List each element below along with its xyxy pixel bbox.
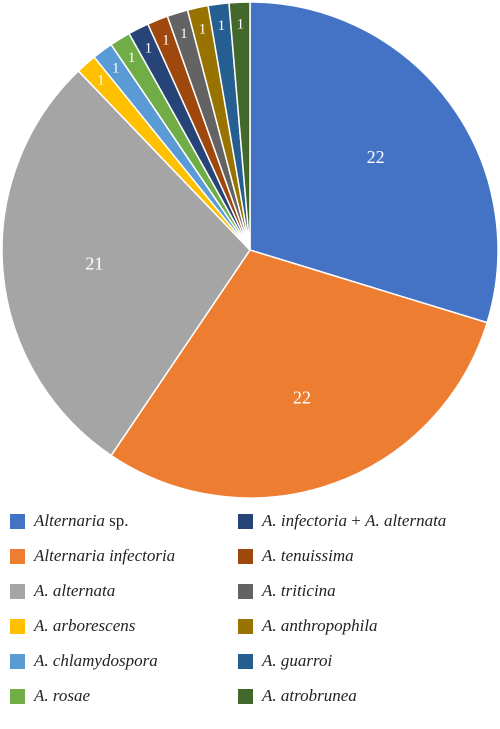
legend-item-6: A. infectoria + A. alternata [238, 508, 446, 534]
legend-item-0: Alternaria sp. [10, 508, 128, 534]
legend-item-3: A. arborescens [10, 613, 135, 639]
legend-label-1-part-0: Alternaria infectoria [34, 546, 176, 565]
legend-swatch-7 [238, 548, 253, 564]
legend-label-5-part-0: A. rosae [34, 686, 91, 705]
legend-label-10: A. guarroi [262, 651, 332, 671]
pie-data-label-9: 1 [199, 21, 207, 37]
legend-item-7: A. tenuissima [238, 543, 354, 569]
pie-data-label-3: 1 [97, 73, 105, 89]
legend-swatch-1 [10, 548, 25, 564]
legend-item-9: A. anthropophila [238, 613, 378, 639]
pie-data-label-10: 1 [218, 18, 226, 34]
legend-swatch-8 [238, 583, 253, 599]
legend-label-0: Alternaria sp. [34, 511, 128, 531]
legend-label-6-part-1: + [346, 511, 366, 530]
legend: Alternaria sp. Alternaria infectoria A. al… [0, 508, 500, 723]
legend-swatch-5 [10, 688, 25, 704]
pie-data-label-4: 1 [112, 61, 120, 77]
legend-label-5: A. rosae [34, 686, 90, 706]
pie-data-label-2: 21 [85, 253, 103, 273]
legend-label-4-part-0: A. chlamydospora [34, 651, 158, 670]
legend-label-10-part-0: A. guarroi [262, 651, 333, 670]
legend-label-3-part-0: A. arborescens [34, 616, 136, 635]
legend-label-0-part-0: Alternaria [34, 511, 105, 530]
legend-label-2: A. alternata [34, 581, 115, 601]
legend-swatch-6 [238, 513, 253, 529]
pie-data-label-1: 22 [293, 387, 311, 407]
pie-slice-11 [228, 1, 251, 251]
legend-label-1: Alternaria infectoria [34, 546, 175, 566]
legend-item-11: A. atrobrunea [238, 683, 357, 709]
legend-item-5: A. rosae [10, 683, 90, 709]
pie-data-label-5: 1 [128, 50, 136, 66]
pie-data-label-6: 1 [145, 40, 153, 56]
legend-item-8: A. triticina [238, 578, 336, 604]
legend-item-1: Alternaria infectoria [10, 543, 175, 569]
legend-label-0-part-1: sp. [104, 511, 129, 530]
legend-label-9-part-0: A. anthropophila [262, 616, 378, 635]
legend-item-4: A. chlamydospora [10, 648, 158, 674]
pie-slices [1, 1, 499, 499]
legend-swatch-2 [10, 583, 25, 599]
legend-swatch-4 [10, 653, 25, 669]
pie-data-label-0: 22 [367, 147, 385, 167]
legend-label-4: A. chlamydospora [34, 651, 158, 671]
legend-swatch-0 [10, 513, 25, 529]
legend-label-6: A. infectoria + A. alternata [262, 511, 446, 531]
legend-label-8-part-0: A. triticina [262, 581, 336, 600]
legend-label-9: A. anthropophila [262, 616, 378, 636]
legend-label-2-part-0: A. alternata [34, 581, 116, 600]
legend-label-3: A. arborescens [34, 616, 135, 636]
pie-slice-2 [1, 69, 251, 457]
legend-swatch-9 [238, 618, 253, 634]
legend-swatch-11 [238, 688, 253, 704]
legend-label-6-part-2: A. alternata [365, 511, 447, 530]
legend-swatch-10 [238, 653, 253, 669]
legend-label-11-part-0: A. atrobrunea [262, 686, 357, 705]
legend-item-2: A. alternata [10, 578, 115, 604]
pie-data-label-11: 1 [237, 17, 245, 33]
legend-label-8: A. triticina [262, 581, 336, 601]
pie-slice-1 [110, 249, 489, 499]
legend-label-6-part-0: A. infectoria [262, 511, 347, 530]
pie-slice-0 [249, 1, 499, 324]
legend-label-7: A. tenuissima [262, 546, 354, 566]
legend-item-10: A. guarroi [238, 648, 332, 674]
legend-swatch-3 [10, 618, 25, 634]
pie-data-label-8: 1 [180, 26, 188, 42]
pie-data-label-7: 1 [162, 33, 170, 49]
legend-label-7-part-0: A. tenuissima [262, 546, 354, 565]
legend-label-11: A. atrobrunea [262, 686, 357, 706]
